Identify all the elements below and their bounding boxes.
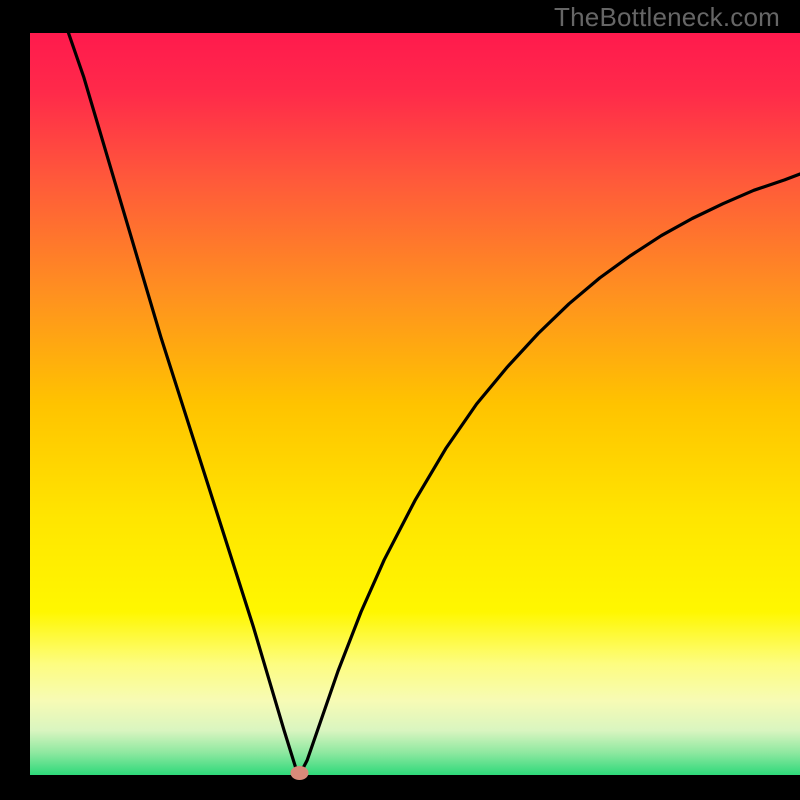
- optimal-point-marker: [291, 766, 309, 780]
- plot-background: [30, 33, 800, 775]
- bottleneck-chart: [0, 0, 800, 800]
- watermark-text: TheBottleneck.com: [554, 2, 780, 33]
